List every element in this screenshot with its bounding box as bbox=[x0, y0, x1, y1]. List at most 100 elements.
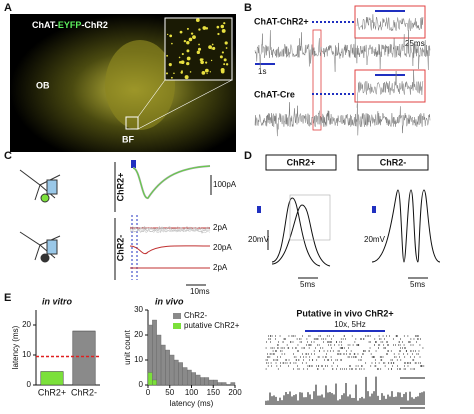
psth-bar bbox=[331, 393, 333, 405]
cell bbox=[181, 52, 184, 56]
psth-bar bbox=[269, 392, 271, 405]
psth-bar bbox=[417, 396, 419, 405]
psth-bar bbox=[333, 394, 335, 405]
scale-label: 5ms bbox=[410, 280, 425, 289]
bar bbox=[72, 330, 96, 386]
scale-label: 20pA bbox=[213, 243, 232, 252]
inset bbox=[289, 194, 331, 241]
psth-bar bbox=[293, 395, 295, 405]
y-tick-label: 20 bbox=[22, 320, 31, 329]
psth-bar bbox=[357, 400, 359, 405]
cell bbox=[168, 63, 172, 67]
cell bbox=[197, 47, 202, 51]
histogram-bar bbox=[156, 334, 162, 386]
histogram-bar bbox=[213, 379, 218, 386]
histogram-bar bbox=[204, 377, 210, 386]
cell bbox=[202, 26, 207, 30]
cell bbox=[171, 42, 173, 45]
scale-label: 10ms bbox=[190, 287, 210, 296]
cell bbox=[223, 58, 227, 62]
psth-bar bbox=[379, 400, 381, 405]
cell bbox=[216, 25, 220, 29]
cell bbox=[179, 30, 183, 34]
psth-bar bbox=[377, 395, 379, 405]
trace bbox=[132, 165, 211, 200]
cell bbox=[223, 22, 226, 25]
psth-bar bbox=[311, 399, 313, 405]
psth-bar bbox=[335, 383, 337, 405]
box bbox=[357, 154, 429, 171]
stim bbox=[131, 160, 136, 168]
cell bbox=[186, 27, 189, 30]
cell bbox=[186, 49, 190, 53]
zoom-line bbox=[137, 79, 233, 130]
psth-bar bbox=[277, 400, 279, 405]
cell bbox=[166, 54, 169, 57]
psth-bar bbox=[307, 392, 309, 405]
psth-bar bbox=[329, 392, 331, 405]
cells bbox=[165, 18, 229, 80]
inset-box bbox=[125, 116, 139, 130]
cell bbox=[190, 32, 194, 35]
psth-bar bbox=[383, 395, 385, 405]
psth-bar bbox=[299, 392, 301, 405]
psth-bar bbox=[369, 396, 371, 405]
cell bbox=[212, 46, 216, 50]
cell bbox=[170, 76, 173, 79]
bar bbox=[40, 371, 64, 386]
cell bbox=[165, 72, 169, 75]
psth-bar bbox=[289, 391, 291, 405]
x-axis-label: latency (ms) bbox=[170, 399, 214, 408]
psth-bar bbox=[389, 396, 391, 405]
histogram-bar bbox=[217, 382, 223, 386]
histogram-bar bbox=[195, 374, 201, 386]
psth-bar bbox=[347, 396, 349, 405]
trace bbox=[356, 14, 424, 31]
trace bbox=[132, 165, 211, 199]
cell bbox=[225, 63, 229, 66]
cell bbox=[206, 72, 208, 75]
psth-bar bbox=[291, 396, 293, 405]
cell-label: ChR2+ bbox=[287, 157, 316, 167]
cell bbox=[220, 24, 225, 29]
psth-bar bbox=[387, 394, 389, 405]
raster-title: Putative in vivo ChR2+ bbox=[296, 308, 393, 318]
y-tick-label: 20 bbox=[134, 330, 143, 339]
cell bbox=[198, 28, 201, 31]
cell bbox=[200, 60, 204, 65]
psth-bar bbox=[337, 400, 339, 405]
panel-letter: D bbox=[244, 150, 252, 162]
psth-bar bbox=[315, 384, 317, 405]
psth-bar bbox=[421, 392, 423, 405]
psth-bar bbox=[339, 399, 341, 405]
cell bbox=[186, 61, 190, 66]
psth-bar bbox=[419, 392, 421, 405]
cell bbox=[224, 41, 228, 45]
x-tick-label: ChR2+ bbox=[38, 387, 66, 397]
trace bbox=[356, 69, 424, 108]
psth-bar bbox=[361, 396, 363, 405]
scale-label: 2pA bbox=[213, 263, 228, 272]
row-label: ChR2- bbox=[115, 235, 125, 262]
psth-bar bbox=[405, 392, 407, 405]
stim-lines bbox=[131, 215, 138, 280]
trace bbox=[254, 102, 431, 137]
cell bbox=[210, 59, 213, 62]
psth-bar bbox=[403, 393, 405, 405]
psth-bar bbox=[385, 398, 387, 405]
psth-bar bbox=[353, 397, 355, 405]
cell bbox=[223, 63, 226, 66]
panel-letter: B bbox=[244, 2, 252, 14]
title-part: ChAT- bbox=[32, 20, 58, 30]
legend-label: ChR2- bbox=[184, 311, 207, 320]
cell bbox=[186, 56, 191, 61]
histogram-bar bbox=[152, 379, 157, 386]
x-tick-label: 200 bbox=[228, 388, 242, 397]
psth-bar bbox=[275, 396, 277, 405]
cell bbox=[208, 45, 212, 50]
trace bbox=[129, 227, 211, 235]
cell bbox=[188, 37, 193, 42]
schematic bbox=[19, 169, 61, 263]
y-tick-label: 10 bbox=[22, 350, 31, 359]
